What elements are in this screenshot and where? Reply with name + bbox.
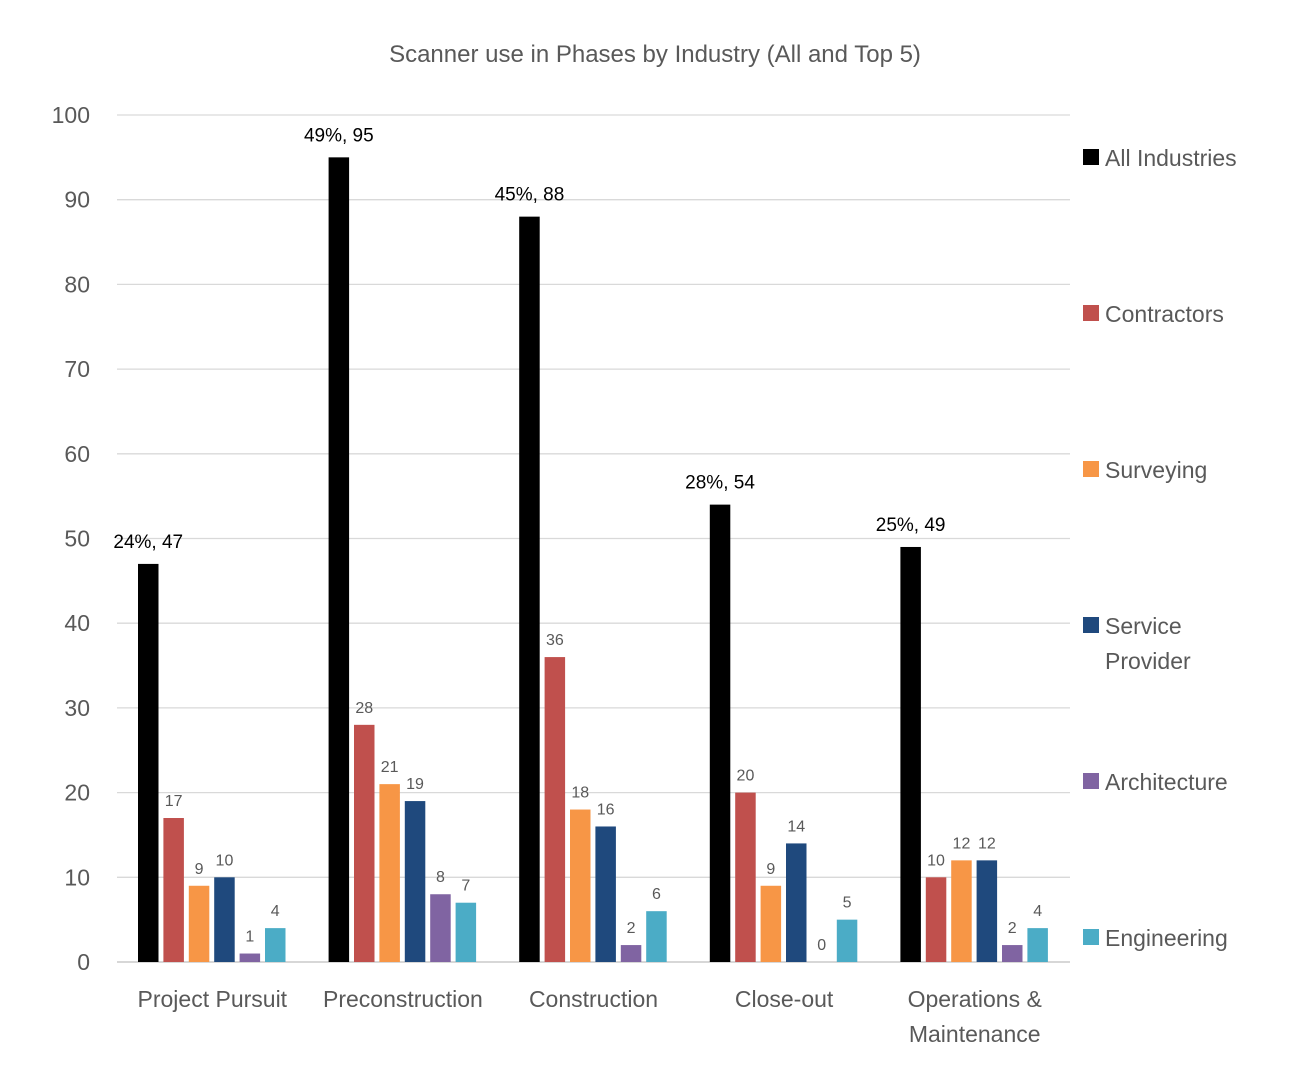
legend-swatch-architecture — [1083, 773, 1099, 789]
bar-all industries-2 — [519, 216, 540, 962]
data-label: 17 — [165, 793, 183, 810]
y-tick-label: 40 — [64, 610, 90, 636]
y-tick-label: 10 — [64, 864, 90, 890]
bar-surveying-0 — [188, 885, 210, 962]
data-label: 10 — [927, 852, 945, 869]
data-label: 49%, 95 — [304, 125, 374, 146]
bar-surveying-2 — [570, 809, 591, 962]
data-label: 1 — [245, 929, 254, 946]
x-tick-label: Operations & — [908, 986, 1042, 1012]
x-tick-label: Preconstruction — [323, 986, 483, 1012]
bar-architecture-1 — [430, 894, 451, 962]
legend-label: Architecture — [1105, 769, 1228, 795]
x-tick-label: Close-out — [735, 986, 834, 1012]
bar-surveying-4 — [951, 860, 972, 962]
x-tick-label: Project Pursuit — [138, 986, 288, 1012]
bar-contractors-2 — [544, 657, 566, 962]
data-label: 4 — [271, 903, 280, 920]
data-label: 9 — [766, 861, 775, 878]
data-label: 25%, 49 — [876, 515, 946, 536]
legend-label: Contractors — [1105, 301, 1224, 327]
y-tick-label: 100 — [52, 102, 90, 128]
data-label: 36 — [546, 632, 564, 649]
legend-swatch-engineering — [1083, 929, 1099, 945]
data-label: 19 — [406, 776, 424, 793]
y-tick-label: 60 — [64, 441, 90, 467]
bar-contractors-4 — [925, 877, 947, 962]
data-label: 14 — [787, 818, 805, 835]
data-label: 45%, 88 — [495, 185, 565, 206]
y-tick-label: 20 — [64, 780, 90, 806]
bar-all industries-4 — [900, 546, 921, 962]
bar-engineering-0 — [265, 928, 286, 962]
y-tick-label: 30 — [64, 695, 90, 721]
y-tick-label: 90 — [64, 187, 90, 213]
y-axis-ticks: 0 10 20 30 40 50 60 70 80 90 100 — [52, 102, 90, 975]
data-label: 5 — [843, 895, 852, 912]
data-label: 9 — [195, 861, 204, 878]
gridlines — [117, 114, 1070, 963]
legend-label: Service — [1105, 613, 1182, 639]
bar-surveying-1 — [379, 784, 400, 962]
y-tick-label: 70 — [64, 356, 90, 382]
y-tick-label: 0 — [77, 949, 90, 975]
bar-architecture-4 — [1002, 945, 1023, 962]
bar-contractors-0 — [163, 818, 184, 962]
data-label: 28 — [355, 700, 373, 717]
data-label: 18 — [571, 785, 589, 802]
bar-architecture-0 — [239, 953, 261, 962]
bar-all industries-3 — [709, 504, 731, 962]
bar-contractors-1 — [354, 724, 375, 962]
data-label: 12 — [978, 835, 996, 852]
data-label: 4 — [1033, 903, 1042, 920]
legend-label: Surveying — [1105, 457, 1207, 483]
bar-service-provider-2 — [595, 826, 616, 962]
y-tick-label: 50 — [64, 526, 90, 552]
bar-service-provider-3 — [786, 843, 807, 962]
data-label: 7 — [461, 878, 470, 895]
data-label: 6 — [652, 886, 661, 903]
legend-label: Provider — [1105, 648, 1191, 674]
data-label: 2 — [1008, 920, 1017, 937]
bar-all industries-1 — [328, 157, 350, 963]
data-label: 28%, 54 — [685, 473, 755, 494]
data-label: 24%, 47 — [113, 532, 183, 553]
bar-service-provider-1 — [404, 801, 426, 962]
bar-architecture-2 — [620, 945, 642, 962]
bar-contractors-3 — [735, 792, 756, 962]
bar-engineering-3 — [836, 919, 858, 962]
legend-swatch-surveying — [1083, 461, 1099, 477]
bar-service-provider-0 — [214, 877, 235, 962]
bar-engineering-1 — [455, 902, 477, 962]
legend-label: All Industries — [1105, 145, 1237, 171]
bars — [138, 157, 1048, 963]
legend-swatch-contractors — [1083, 305, 1099, 321]
bar-engineering-4 — [1027, 928, 1048, 962]
bar-all industries-0 — [138, 563, 159, 962]
y-tick-label: 80 — [64, 271, 90, 297]
data-label: 20 — [737, 768, 755, 785]
data-label: 12 — [953, 835, 971, 852]
legend-swatch-all industries — [1083, 149, 1099, 165]
x-axis-ticks: Project Pursuit Preconstruction Constructi… — [138, 986, 1042, 1047]
bar-surveying-3 — [760, 885, 782, 962]
legend-label: Engineering — [1105, 925, 1228, 951]
data-label: 0 — [817, 937, 826, 954]
data-label: 8 — [436, 869, 445, 886]
data-label: 2 — [627, 920, 636, 937]
data-label: 21 — [381, 759, 399, 776]
x-tick-label: Construction — [529, 986, 658, 1012]
data-label: 16 — [597, 801, 615, 818]
bar-service-provider-4 — [976, 860, 998, 962]
legend: All Industries Contractors Surveying Servic… — [1083, 145, 1237, 951]
legend-swatch-service-provider — [1083, 617, 1099, 633]
x-tick-label: Maintenance — [909, 1021, 1041, 1047]
bar-engineering-2 — [646, 911, 667, 962]
chart-title: Scanner use in Phases by Industry (All a… — [389, 41, 921, 68]
data-label: 10 — [216, 852, 234, 869]
